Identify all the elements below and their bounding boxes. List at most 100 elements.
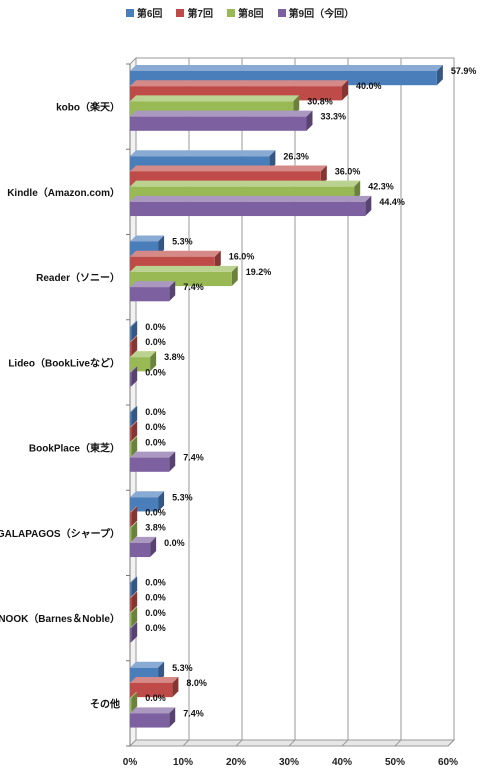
bar-top-face (130, 406, 138, 412)
bar-top-face (130, 351, 157, 358)
data-label: 57.9% (451, 66, 477, 76)
bar-front-face (130, 698, 132, 713)
bar-side-face (131, 576, 138, 597)
x-tick-label: 30% (279, 757, 299, 768)
bar-side-face (131, 366, 138, 387)
bar-side-face (269, 150, 276, 171)
bar-front-face (130, 457, 170, 472)
bar-top-face (130, 95, 300, 102)
bar-front-face (130, 412, 132, 427)
bar-front-face (130, 682, 173, 698)
bar-side-face (365, 195, 372, 217)
bar (130, 576, 138, 597)
bar-top-face (130, 80, 348, 87)
bar-top-face (130, 491, 165, 498)
bar-top-face (130, 506, 138, 513)
bar (130, 521, 138, 542)
data-label: 0.0% (145, 693, 166, 703)
legend-swatch (227, 8, 235, 17)
bar-side-face (231, 265, 238, 287)
x-tick-label: 10% (173, 757, 193, 768)
data-label: 0.0% (145, 322, 166, 332)
data-label: 0.0% (145, 578, 166, 588)
data-label: 44.4% (379, 197, 405, 207)
bar-side-face (342, 80, 348, 101)
data-label: 5.3% (172, 492, 193, 502)
bar-side-face (131, 521, 138, 542)
bar-front-face (130, 201, 366, 217)
bar-top-face (130, 521, 138, 528)
gridline (235, 739, 243, 747)
legend-label: 第9回（今回） (288, 9, 355, 20)
data-label: 0.0% (145, 507, 166, 517)
bar (130, 366, 138, 387)
bar (130, 195, 372, 217)
bar-side-face (131, 335, 138, 357)
bar-side-face (131, 622, 138, 643)
category-label: GALAPAGOS（シャープ） (0, 527, 120, 540)
x-tick-label: 40% (332, 757, 352, 768)
chart-legend: 第6回 第7回 第8回 第9回（今回） (0, 5, 480, 20)
bar-side-face (169, 281, 176, 302)
gridline (394, 739, 402, 747)
bar-front-face (130, 542, 151, 558)
gridline (341, 739, 349, 747)
bar-top-face (130, 180, 361, 187)
bar-top-face (130, 622, 138, 629)
bar-side-face (436, 65, 443, 86)
bar (130, 622, 138, 643)
bar-side-face (131, 591, 138, 612)
bar-front-face (130, 326, 132, 341)
bar (130, 436, 138, 457)
bar-side-face (172, 676, 179, 698)
bar-top-face (130, 436, 138, 443)
bar-top-face (130, 421, 138, 428)
data-label: 0.0% (145, 593, 166, 603)
category-label: kobo（楽天） (56, 101, 120, 114)
bar-front-face (130, 527, 132, 542)
bar-top-face (130, 661, 165, 668)
gridline (447, 739, 455, 747)
data-label: 0.0% (145, 407, 166, 417)
bar-side-face (214, 250, 221, 271)
data-label: 0.0% (164, 538, 185, 548)
x-tick-label: 0% (123, 757, 138, 768)
bar-top-face (130, 265, 238, 272)
data-label: 16.0% (229, 252, 255, 262)
bar-top-face (130, 692, 138, 699)
bar-front-face (130, 427, 132, 442)
legend-item: 第7回 (176, 5, 213, 20)
bar (130, 692, 138, 713)
bar-top-face (130, 591, 138, 598)
bar-side-face (131, 406, 138, 427)
bar-side-face (158, 491, 165, 512)
bar-front-face (130, 612, 132, 628)
category-label: Lideo（BookLiveなど） (8, 356, 120, 369)
category-label: NOOK（Barnes＆Noble） (0, 612, 120, 625)
bar-front-face (130, 341, 132, 357)
bar-side-face (131, 606, 138, 628)
bar (130, 320, 138, 341)
bar-front-face (130, 713, 170, 728)
gridline (182, 739, 190, 747)
bar-side-face (158, 235, 165, 256)
data-label: 0.0% (145, 623, 166, 633)
category-label: その他 (90, 697, 120, 710)
bar (130, 591, 138, 612)
data-label: 19.2% (246, 267, 272, 277)
data-label: 30.8% (307, 96, 333, 106)
bar-top-face (130, 150, 276, 157)
bar (130, 406, 138, 427)
bar-top-face (130, 110, 313, 117)
legend-item: 第9回（今回） (277, 5, 355, 20)
bar-front-face (130, 597, 132, 612)
bar-side-face (131, 692, 138, 713)
bar-top-face (130, 250, 221, 257)
data-label: 7.4% (183, 708, 204, 718)
bar-top-face (130, 165, 327, 172)
bar (130, 451, 176, 472)
legend-item: 第6回 (125, 5, 162, 20)
data-label: 5.3% (172, 663, 193, 673)
category-label: BookPlace（東芝） (29, 442, 120, 455)
